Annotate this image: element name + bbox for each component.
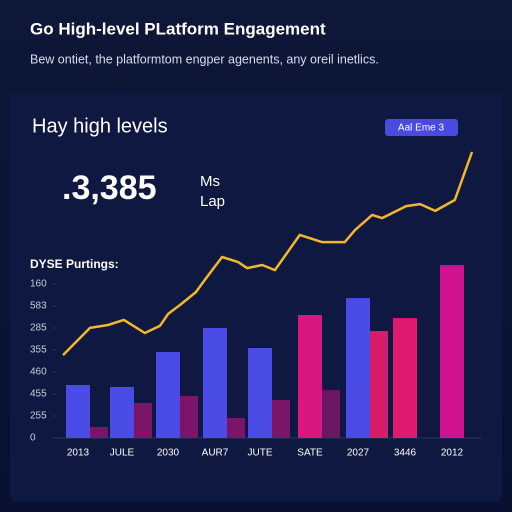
- x-tick-label: AUR7: [202, 448, 229, 459]
- bar: [90, 427, 108, 438]
- bar: [180, 395, 198, 438]
- x-tick-label: 2027: [347, 448, 370, 459]
- button-label[interactable]: Aal Eme 3: [398, 123, 445, 134]
- subtitle: Bew ontiet, the platformtom engper agene…: [30, 52, 379, 66]
- bar: [66, 384, 90, 438]
- y-tick-label: 355: [30, 345, 47, 356]
- y-tick-label: 0: [30, 433, 36, 444]
- y-tick-label: 160: [30, 279, 47, 290]
- bar: [227, 417, 245, 438]
- x-tick-label: 2030: [157, 448, 180, 459]
- y-tick-label: 455: [30, 389, 47, 400]
- bar: [298, 315, 322, 438]
- kpi-unit: Ms: [200, 173, 220, 190]
- card: [10, 92, 502, 502]
- bar: [272, 399, 290, 438]
- y-tick-label: 285: [30, 323, 47, 334]
- bar: [346, 298, 370, 438]
- x-tick-label: 3446: [394, 448, 417, 459]
- kpi-unit: Lap: [200, 193, 225, 210]
- bar: [110, 386, 134, 438]
- x-tick-label: SATE: [297, 448, 323, 459]
- x-tick-label: JULE: [110, 448, 135, 459]
- x-tick-label: 2012: [441, 448, 464, 459]
- heading: Hay high levels: [32, 115, 168, 137]
- bar: [370, 331, 388, 438]
- bar: [440, 265, 464, 438]
- bar: [134, 403, 152, 438]
- trend-line: [62, 151, 474, 356]
- y-tick-label: 583: [30, 301, 47, 312]
- y-tick-label: 255: [30, 411, 47, 422]
- title: Go High-level PLatform Engagement: [30, 19, 326, 38]
- x-tick-label: JUTE: [248, 448, 273, 459]
- button[interactable]: [385, 119, 458, 136]
- x-tick-label: 2013: [67, 448, 90, 459]
- bar: [393, 318, 417, 438]
- kpi-value: .3,385: [62, 169, 157, 207]
- bar: [156, 351, 180, 438]
- bar: [248, 348, 272, 438]
- y-tick-label: 460: [30, 367, 47, 378]
- bar: [203, 328, 227, 438]
- bar: [322, 390, 340, 438]
- section-label: DYSE Purtings:: [30, 257, 119, 271]
